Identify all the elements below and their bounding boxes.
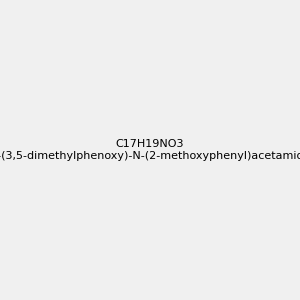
Text: C17H19NO3
2-(3,5-dimethylphenoxy)-N-(2-methoxyphenyl)acetamide: C17H19NO3 2-(3,5-dimethylphenoxy)-N-(2-m… — [0, 139, 300, 161]
